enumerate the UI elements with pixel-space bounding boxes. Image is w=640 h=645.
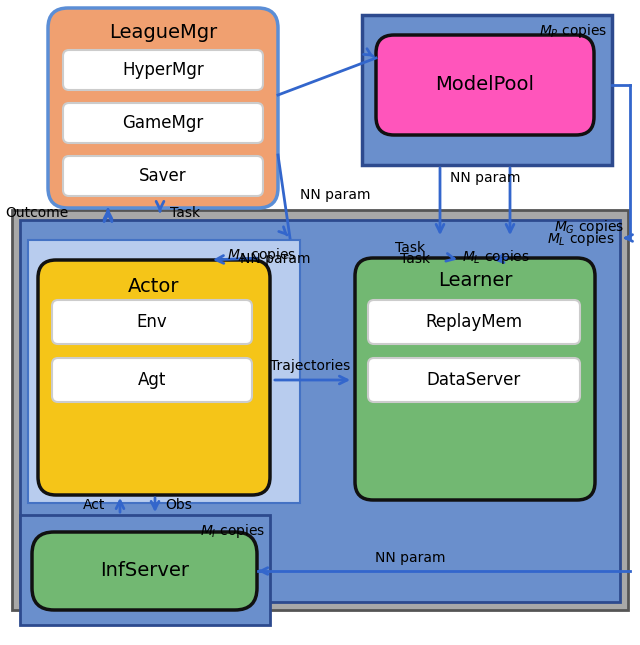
Bar	[362, 15, 612, 165]
Bar	[20, 515, 270, 625]
Text: Trajectories: Trajectories	[270, 359, 350, 373]
FancyBboxPatch shape	[48, 8, 278, 208]
FancyBboxPatch shape	[38, 260, 270, 495]
Text: $M_L$ copies: $M_L$ copies	[547, 230, 615, 248]
Text: LeagueMgr: LeagueMgr	[109, 23, 217, 41]
Text: Outcome: Outcome	[5, 206, 68, 220]
Bar	[28, 240, 300, 503]
Text: Agt: Agt	[138, 371, 166, 389]
Text: $M_I$ copies: $M_I$ copies	[200, 522, 265, 540]
Text: Obs: Obs	[165, 498, 192, 512]
FancyBboxPatch shape	[355, 258, 595, 500]
FancyBboxPatch shape	[63, 103, 263, 143]
Text: Act: Act	[83, 498, 105, 512]
FancyBboxPatch shape	[63, 50, 263, 90]
FancyBboxPatch shape	[368, 358, 580, 402]
FancyBboxPatch shape	[52, 358, 252, 402]
Text: ModelPool: ModelPool	[435, 75, 534, 95]
Text: NN param: NN param	[375, 551, 445, 565]
Text: $M_P$ copies: $M_P$ copies	[538, 22, 607, 40]
Text: Saver: Saver	[139, 167, 187, 185]
Text: NN param: NN param	[450, 171, 520, 185]
Bar	[12, 210, 628, 610]
Text: Task: Task	[395, 241, 425, 255]
Text: DataServer: DataServer	[427, 371, 521, 389]
Bar	[20, 220, 620, 602]
Text: HyperMgr: HyperMgr	[122, 61, 204, 79]
Text: InfServer: InfServer	[100, 562, 189, 580]
Text: $M_L$ copies: $M_L$ copies	[462, 248, 530, 266]
FancyBboxPatch shape	[376, 35, 594, 135]
Text: Env: Env	[136, 313, 168, 331]
FancyBboxPatch shape	[32, 532, 257, 610]
Text: $M_A$ copies: $M_A$ copies	[227, 246, 296, 264]
Text: GameMgr: GameMgr	[122, 114, 204, 132]
Text: Actor: Actor	[128, 277, 180, 295]
Text: NN param: NN param	[300, 188, 371, 202]
Text: $M_G$ copies: $M_G$ copies	[554, 218, 624, 236]
Text: Task: Task	[400, 252, 430, 266]
Text: ReplayMem: ReplayMem	[426, 313, 523, 331]
Text: Task: Task	[170, 206, 200, 220]
FancyBboxPatch shape	[368, 300, 580, 344]
FancyBboxPatch shape	[63, 156, 263, 196]
FancyBboxPatch shape	[52, 300, 252, 344]
Text: Learner: Learner	[438, 270, 512, 290]
Text: NN param: NN param	[240, 252, 310, 266]
